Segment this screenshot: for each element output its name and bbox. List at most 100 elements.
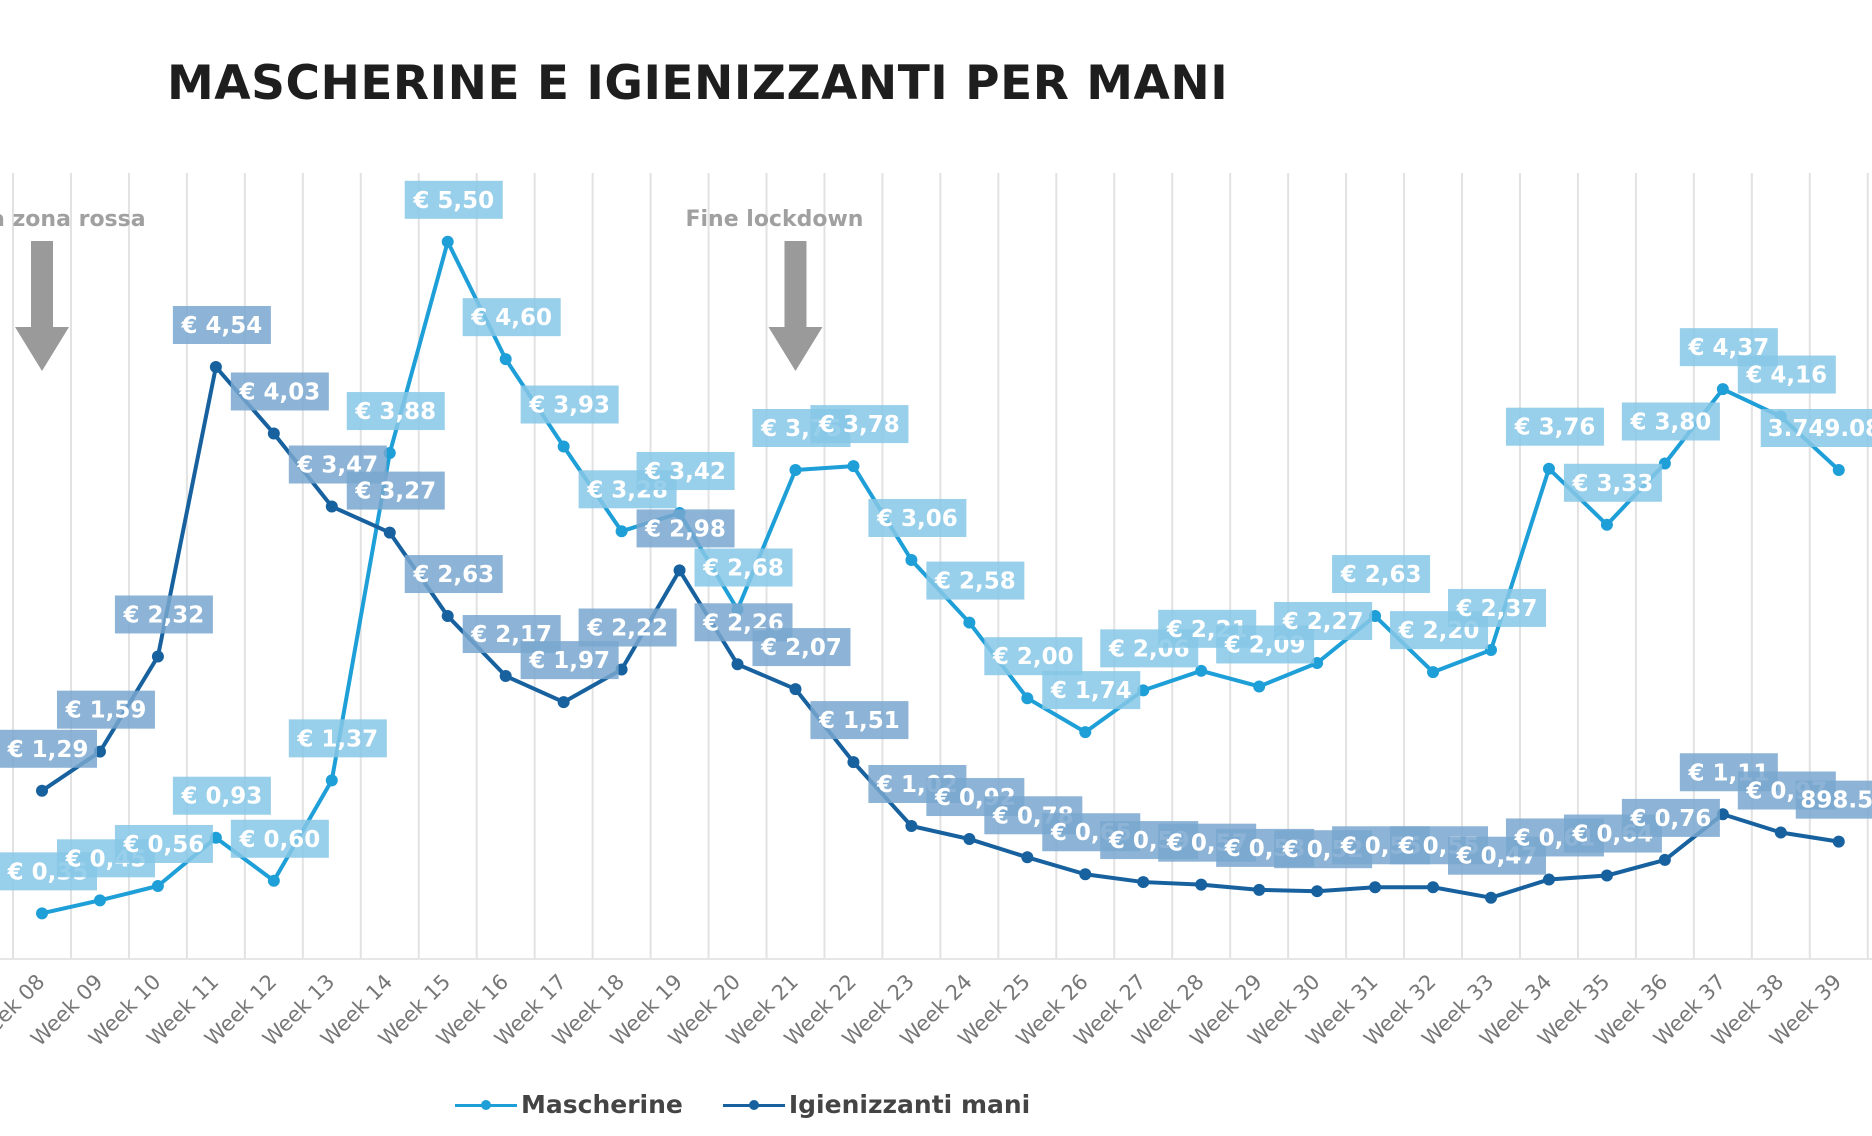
- data-label-box: [926, 561, 1025, 600]
- data-label-box: [984, 637, 1083, 676]
- data-label: € 1,59: [65, 698, 147, 724]
- data-point: [1600, 869, 1613, 882]
- data-label: € 4,54: [180, 313, 262, 339]
- data-label: € 1,74: [1050, 678, 1132, 704]
- data-label-box: [636, 509, 735, 548]
- data-point: [963, 833, 976, 846]
- data-label: 898.56: [1800, 788, 1872, 814]
- data-label: € 2,98: [644, 516, 726, 542]
- data-label-box: [230, 372, 329, 411]
- data-label-box: [0, 729, 97, 768]
- legend-item-igienizzanti: Igienizzanti mani: [722, 1090, 1030, 1119]
- data-point: [731, 658, 744, 671]
- data-point: [151, 650, 164, 663]
- data-label: € 2,27: [1282, 609, 1364, 635]
- legend-label: Mascherine: [521, 1090, 683, 1119]
- data-label: € 1,37: [296, 726, 378, 752]
- data-label-box: [56, 690, 155, 729]
- down-arrow-icon: [15, 241, 69, 371]
- data-label-box: [404, 180, 503, 219]
- data-label-box: [1042, 671, 1141, 710]
- data-labels-mascherine: € 0,35€ 0,45€ 0,56€ 0,93€ 0,60€ 1,37€ 3,…: [0, 180, 1872, 891]
- data-label-box: [1737, 355, 1836, 394]
- data-labels-igienizzanti: € 1,29€ 1,59€ 2,32€ 4,54€ 4,03€ 3,47€ 3,…: [0, 305, 1872, 875]
- legend-item-mascherine: Mascherine: [455, 1090, 683, 1119]
- data-point: [1021, 692, 1034, 705]
- data-point: [499, 353, 512, 366]
- data-label: € 2,07: [760, 635, 842, 661]
- data-label: € 3,78: [818, 412, 900, 438]
- data-point: [1195, 878, 1208, 891]
- data-label-box: [810, 405, 909, 444]
- data-label-box: [114, 595, 213, 634]
- data-label-box: [1448, 588, 1546, 627]
- data-label: € 2,63: [1340, 562, 1422, 588]
- data-point: [325, 774, 338, 787]
- legend: Mascherine Igienizzanti mani: [455, 1090, 1030, 1119]
- data-label: € 1,97: [528, 648, 610, 674]
- data-label-box: [462, 298, 561, 337]
- data-label: € 1,29: [7, 737, 89, 763]
- data-point: [1716, 383, 1729, 396]
- data-point: [1311, 885, 1324, 898]
- data-label-box: [1760, 409, 1872, 447]
- data-label: € 3,42: [644, 459, 726, 485]
- data-label-box: [346, 392, 445, 431]
- data-point: [673, 564, 686, 577]
- data-point: [1079, 726, 1092, 739]
- data-point: [1253, 883, 1266, 896]
- data-point: [209, 360, 222, 373]
- data-point: [1253, 680, 1266, 693]
- data-point: [441, 610, 454, 623]
- data-point: [905, 553, 918, 566]
- data-label: € 0,60: [238, 827, 320, 853]
- data-point: [905, 819, 918, 832]
- data-label: € 3,33: [1572, 471, 1654, 497]
- data-label: € 3,76: [1514, 415, 1596, 441]
- data-point: [1658, 853, 1671, 866]
- data-label: € 3,27: [354, 479, 436, 505]
- data-label-box: [1505, 407, 1604, 446]
- data-point: [325, 500, 338, 513]
- data-label-box: [1274, 601, 1373, 640]
- data-label: € 0,76: [1629, 806, 1711, 832]
- data-point: [93, 894, 106, 907]
- data-label-box: [346, 471, 445, 510]
- data-label-box: [752, 628, 851, 667]
- data-label: € 2,58: [934, 569, 1016, 595]
- data-label: € 5,50: [412, 188, 494, 214]
- data-point: [1832, 835, 1845, 848]
- data-label-box: [230, 819, 329, 858]
- data-label-box: [694, 548, 793, 587]
- data-label: € 3,88: [354, 399, 436, 425]
- annotation-label: Fine lockdown: [685, 207, 863, 232]
- data-point: [615, 525, 628, 538]
- legend-swatch-igienizzanti: [722, 1095, 785, 1115]
- data-point: [789, 683, 802, 696]
- data-point: [789, 464, 802, 476]
- data-point: [1369, 881, 1382, 894]
- data-point: [1427, 666, 1440, 679]
- data-point: [1774, 826, 1787, 839]
- data-label: € 4,03: [238, 379, 320, 405]
- data-label: € 2,63: [412, 562, 494, 588]
- data-point: [383, 526, 396, 539]
- data-label-box: [172, 305, 271, 344]
- data-label: € 3,93: [528, 393, 610, 419]
- data-label-box: [1795, 780, 1872, 819]
- series-igienizzanti: [36, 360, 1845, 904]
- data-point: [557, 440, 570, 453]
- data-point: [847, 460, 860, 473]
- data-label-box: [1621, 798, 1720, 837]
- data-label: € 2,37: [1456, 596, 1538, 622]
- series-line: [40, 364, 1840, 900]
- data-label: € 1,51: [818, 708, 900, 734]
- data-point: [1137, 876, 1150, 889]
- data-label: € 4,16: [1745, 363, 1827, 389]
- data-label-box: [868, 498, 967, 537]
- annotation-label: a zona rossa: [0, 207, 146, 232]
- data-point: [1485, 891, 1497, 904]
- data-label: € 2,00: [992, 644, 1074, 670]
- data-point: [36, 784, 48, 797]
